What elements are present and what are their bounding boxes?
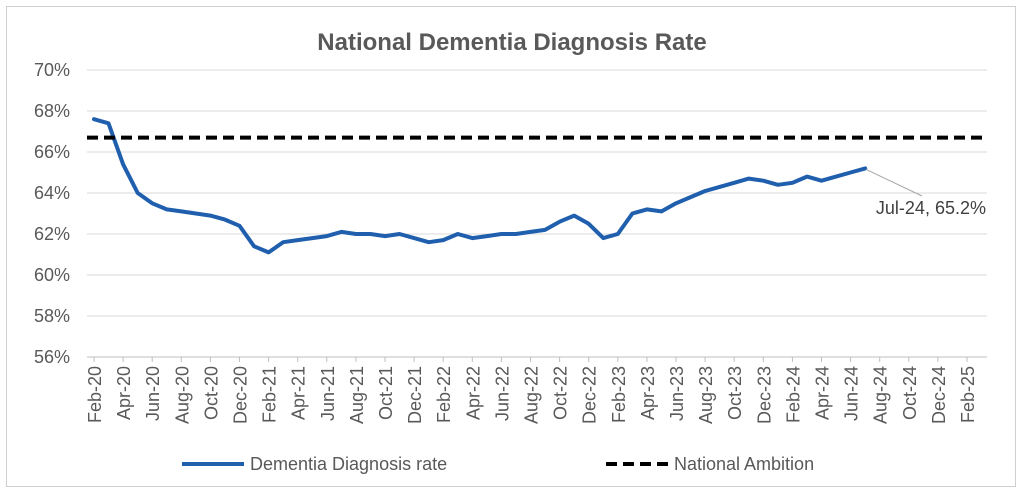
- x-tick-label: Aug-24: [871, 366, 891, 424]
- gridlines: [87, 69, 987, 358]
- x-tick-label: Feb-23: [609, 366, 629, 423]
- series-line-dementia-diagnosis-rate: [92, 117, 868, 255]
- y-tick-label: 62%: [34, 224, 70, 244]
- x-tick-label: Oct-22: [551, 366, 571, 420]
- x-tick-label: Apr-21: [289, 366, 309, 420]
- annotation-label: Jul-24, 65.2%: [876, 198, 986, 218]
- x-tick-label: Jun-21: [318, 366, 338, 421]
- x-tick-label: Jun-22: [492, 366, 512, 421]
- legend: Dementia Diagnosis rate National Ambition: [182, 454, 814, 474]
- x-tick-label: Feb-20: [85, 366, 105, 423]
- x-tick-label: Dec-24: [929, 366, 949, 424]
- annotation-leader-line: [865, 168, 923, 197]
- chart-title: National Dementia Diagnosis Rate: [317, 29, 706, 56]
- legend-label-dementia-diagnosis-rate: Dementia Diagnosis rate: [250, 454, 447, 474]
- y-axis-tick-labels: 56% 58% 60% 62% 64% 66% 68% 70%: [34, 60, 70, 367]
- x-tick-label: Apr-22: [463, 366, 483, 420]
- x-tick-label: Feb-24: [783, 366, 803, 423]
- y-tick-label: 56%: [34, 347, 70, 367]
- x-tick-label: Jun-24: [842, 366, 862, 421]
- x-tick-label: Feb-22: [434, 366, 454, 423]
- x-tick-label: Dec-21: [405, 366, 425, 424]
- x-tick-label: Aug-23: [696, 366, 716, 424]
- x-tick-label: Apr-23: [638, 366, 658, 420]
- x-tick-label: Oct-20: [201, 366, 221, 420]
- chart-frame: [6, 6, 1016, 487]
- x-tick-label: Jun-20: [143, 366, 163, 421]
- series-layer: [87, 117, 987, 255]
- x-tick-label: Apr-20: [114, 366, 134, 420]
- x-axis-tick-labels: Feb-20 Apr-20 Jun-20 Aug-20 Oct-20 Dec-20 Feb-…: [85, 357, 978, 424]
- x-tick-label: Dec-23: [754, 366, 774, 424]
- x-tick-label: Oct-21: [376, 366, 396, 420]
- x-tick-label: Apr-24: [813, 366, 833, 420]
- x-tick-label: Aug-22: [522, 366, 542, 424]
- x-tick-label: Dec-22: [580, 366, 600, 424]
- x-tick-label: Oct-24: [900, 366, 920, 420]
- x-tick-label: Feb-25: [958, 366, 978, 423]
- y-tick-label: 66%: [34, 142, 70, 162]
- y-tick-label: 60%: [34, 265, 70, 285]
- x-tick-label: Oct-23: [725, 366, 745, 420]
- y-tick-label: 58%: [34, 306, 70, 326]
- x-tick-label: Dec-20: [231, 366, 251, 424]
- y-tick-label: 64%: [34, 183, 70, 203]
- legend-label-national-ambition: National Ambition: [674, 454, 814, 474]
- y-tick-label: 70%: [34, 60, 70, 80]
- annotation-layer: Jul-24, 65.2%: [865, 168, 986, 218]
- x-tick-label: Aug-21: [347, 366, 367, 424]
- x-tick-label: Jun-23: [667, 366, 687, 421]
- x-tick-label: Feb-21: [260, 366, 280, 423]
- x-tick-label: Aug-20: [172, 366, 192, 424]
- y-tick-label: 68%: [34, 101, 70, 121]
